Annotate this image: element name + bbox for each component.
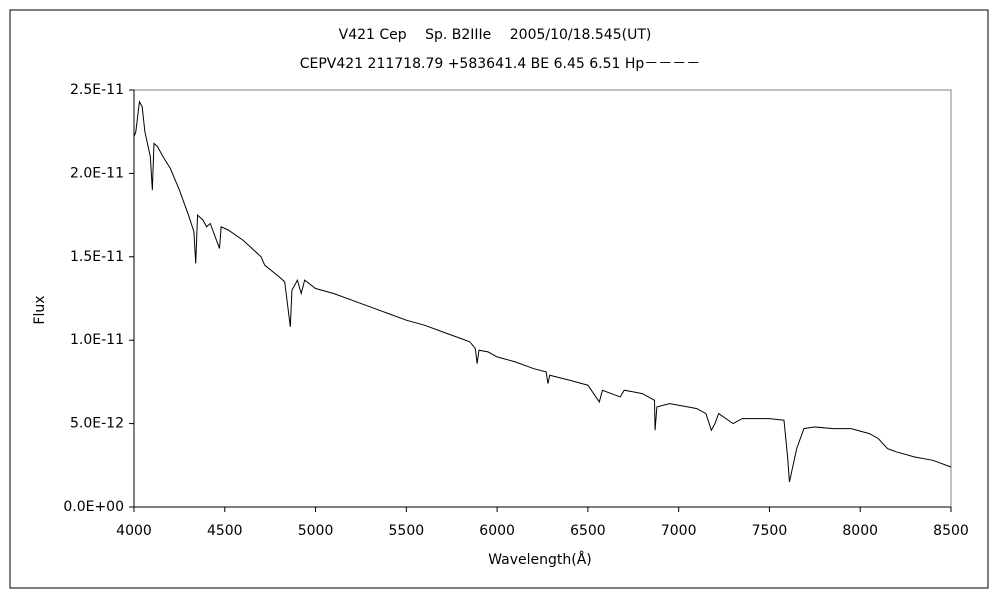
x-tick-label: 5000 xyxy=(298,523,334,539)
x-tick-label: 8000 xyxy=(842,523,878,539)
x-tick-label: 4000 xyxy=(116,523,152,539)
y-tick-label: 2.5E-11 xyxy=(70,82,124,98)
y-axis-label: Flux xyxy=(32,295,48,324)
x-axis-label: Wavelength(Å) xyxy=(488,551,592,568)
spectrum-line xyxy=(133,100,952,483)
x-tick-label: 6000 xyxy=(479,523,515,539)
x-tick-label: 7500 xyxy=(752,523,788,539)
y-tick-label: 5.0E-12 xyxy=(70,416,124,432)
y-tick-label: 1.5E-11 xyxy=(70,249,124,265)
x-tick-label: 6500 xyxy=(570,523,606,539)
y-tick-label: 1.0E-11 xyxy=(70,332,124,348)
chart-subtitle: CEPV421 211718.79 +583641.4 BE 6.45 6.51… xyxy=(300,56,701,72)
x-tick-label: 7000 xyxy=(661,523,697,539)
y-tick-label: 0.0E+00 xyxy=(63,499,124,515)
x-tick-label: 8500 xyxy=(933,523,969,539)
x-tick-label: 4500 xyxy=(207,523,243,539)
x-tick-label: 5500 xyxy=(389,523,425,539)
plot-area xyxy=(133,89,952,508)
y-tick-label: 2.0E-11 xyxy=(70,165,124,181)
chart-title: V421 Cep Sp. B2IIIe 2005/10/18.545(UT) xyxy=(339,27,652,43)
